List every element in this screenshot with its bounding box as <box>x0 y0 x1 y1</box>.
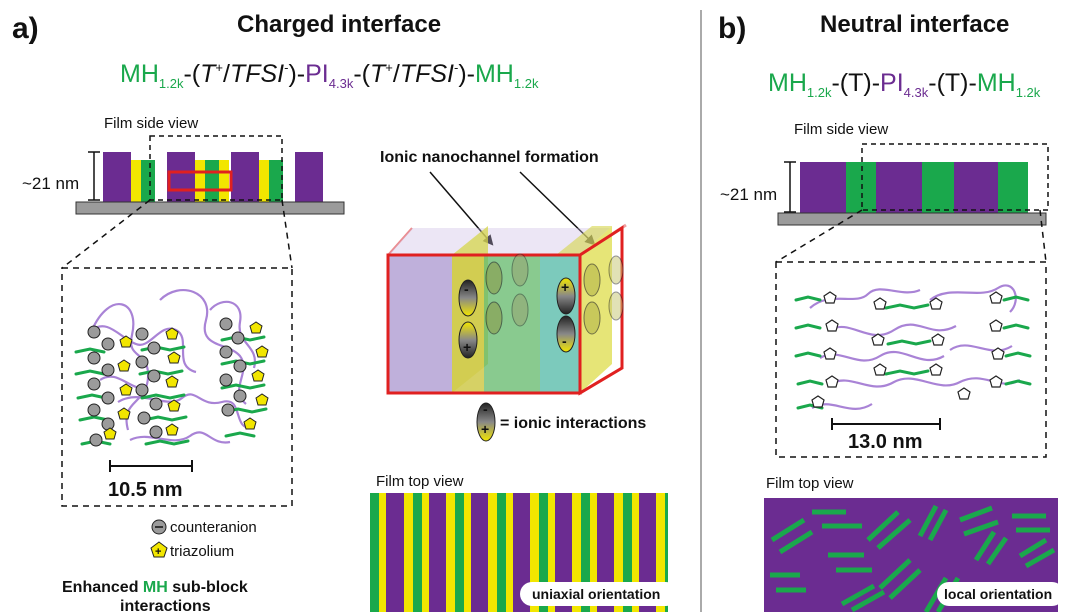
selection-box-a <box>149 135 283 201</box>
formula-b-pi: PI <box>880 69 904 97</box>
nanochannel-label: Ionic nanochannel formation <box>380 149 599 166</box>
formula-t-2: T <box>370 60 387 88</box>
formula-t-sup-2: + <box>385 60 393 75</box>
svg-text:+: + <box>561 279 569 295</box>
caption-a-line2: interactions <box>120 598 211 612</box>
ionic-pairs-3d <box>458 253 624 359</box>
mh-chains-b <box>794 295 1032 410</box>
formula-b-mh-sub: 1.2k <box>807 85 832 100</box>
svg-text:+: + <box>481 421 489 437</box>
thickness-label-b: ~21 nm <box>720 185 777 204</box>
formula-b-t-2: -(T)- <box>928 69 977 97</box>
formula-slash-2: / <box>393 60 400 88</box>
formula-tfsi-sup-2: - <box>454 60 458 75</box>
panel-a: a) Charged interface MH1.2k-(T+/TFSI-)-P… <box>12 11 678 612</box>
formula-b-t: -(T)- <box>831 69 880 97</box>
orientation-badge-a <box>520 582 678 606</box>
substrate-b <box>777 212 1047 226</box>
svg-text:-: - <box>483 401 488 417</box>
panel-b: b) Neutral interface MH1.2k-(T)-PI4.3k-(… <box>718 11 1064 612</box>
panel-a-formula: MH1.2k-(T+/TFSI-)-PI4.3k-(T+/TFSI-)-MH1.… <box>120 60 539 91</box>
zoom-line-left-b <box>775 209 863 263</box>
film-stripes-b <box>800 162 1028 214</box>
zoom-line-left-a <box>61 199 151 269</box>
formula-linker-open-2: -( <box>353 60 370 88</box>
film-side-view-label-a: Film side view <box>104 115 198 132</box>
legend-triazolium: triazolium <box>170 543 234 560</box>
scale-bar-a <box>109 460 193 472</box>
charge-signs: - + + - + - <box>463 279 569 437</box>
polymer-chains-b <box>809 284 1021 410</box>
thickness-label-a: ~21 nm <box>22 174 79 193</box>
formula-b-mh-2: MH <box>977 69 1016 97</box>
formula-pi-sub: 4.3k <box>329 76 354 91</box>
orientation-label-b: local orientation <box>944 586 1052 602</box>
red-highlight-box-a <box>167 170 233 192</box>
caption-a-part1: Enhanced <box>62 579 143 596</box>
panel-a-title: Charged interface <box>237 11 441 38</box>
formula-mh-2: MH <box>475 60 514 88</box>
orientation-badge-b <box>937 582 1064 606</box>
panel-b-label: b) <box>718 12 746 45</box>
panel-b-formula: MH1.2k-(T)-PI4.3k-(T)-MH1.2k <box>768 69 1041 100</box>
triazole-markers-b <box>811 291 1005 408</box>
formula-mh-sub: 1.2k <box>159 76 184 91</box>
formula-mh: MH <box>120 60 159 88</box>
triazolium-plus-sign: + <box>155 546 161 558</box>
formula-slash: / <box>223 60 230 88</box>
film-top-view-label-a: Film top view <box>376 473 464 490</box>
legend-counteranion: counteranion <box>170 519 257 536</box>
formula-mh-sub-2: 1.2k <box>514 76 539 91</box>
formula-tfsi-sup: - <box>284 60 288 75</box>
formula-b-mh-sub-2: 1.2k <box>1016 85 1041 100</box>
selection-box-b <box>861 143 1049 211</box>
svg-text:-: - <box>464 281 469 297</box>
caption-a-mh: MH <box>143 579 168 596</box>
substrate-a <box>75 201 345 215</box>
thickness-marker-a <box>88 151 100 201</box>
counteranion-markers-a <box>87 317 247 447</box>
polymer-chains-a <box>90 289 257 444</box>
film-top-view-label-b: Film top view <box>766 475 854 492</box>
ionic-interaction-icon <box>476 402 496 442</box>
scale-label-b: 13.0 nm <box>848 431 922 453</box>
panel-a-label: a) <box>12 12 39 45</box>
caption-a: Enhanced MH sub-block <box>62 579 248 596</box>
film-stripes-a <box>103 152 323 202</box>
formula-t-sup: + <box>215 60 223 75</box>
thickness-marker-b <box>784 161 796 213</box>
formula-linker-close-2: )- <box>458 60 475 88</box>
scale-bar-b <box>831 418 941 430</box>
zoom-box-b <box>775 261 1047 458</box>
formula-linker-close: )- <box>288 60 305 88</box>
svg-text:+: + <box>463 339 471 355</box>
formula-tfsi-2: TFSI <box>400 60 454 88</box>
zoom-line-right-b <box>1039 209 1047 263</box>
triazolium-icon <box>150 541 168 558</box>
zoom-box-a <box>61 267 293 507</box>
formula-t: T <box>200 60 217 88</box>
formula-tfsi: TFSI <box>230 60 284 88</box>
triazolium-markers-a <box>103 321 269 440</box>
panel-b-title: Neutral interface <box>820 11 1009 38</box>
caption-a-part2: sub-block <box>168 579 248 596</box>
formula-b-pi-sub: 4.3k <box>904 85 929 100</box>
formula-b-mh: MH <box>768 69 807 97</box>
formula-pi: PI <box>305 60 329 88</box>
orientation-label-a: uniaxial orientation <box>532 586 660 602</box>
ionic-interactions-label: = ionic interactions <box>500 415 646 432</box>
film-side-view-label-b: Film side view <box>794 121 888 138</box>
nanochannel-arrow-2 <box>519 171 596 246</box>
scale-label-a: 10.5 nm <box>108 479 182 501</box>
svg-text:-: - <box>562 333 567 349</box>
zoom-line-right-a <box>281 199 293 269</box>
formula-linker-open: -( <box>183 60 200 88</box>
